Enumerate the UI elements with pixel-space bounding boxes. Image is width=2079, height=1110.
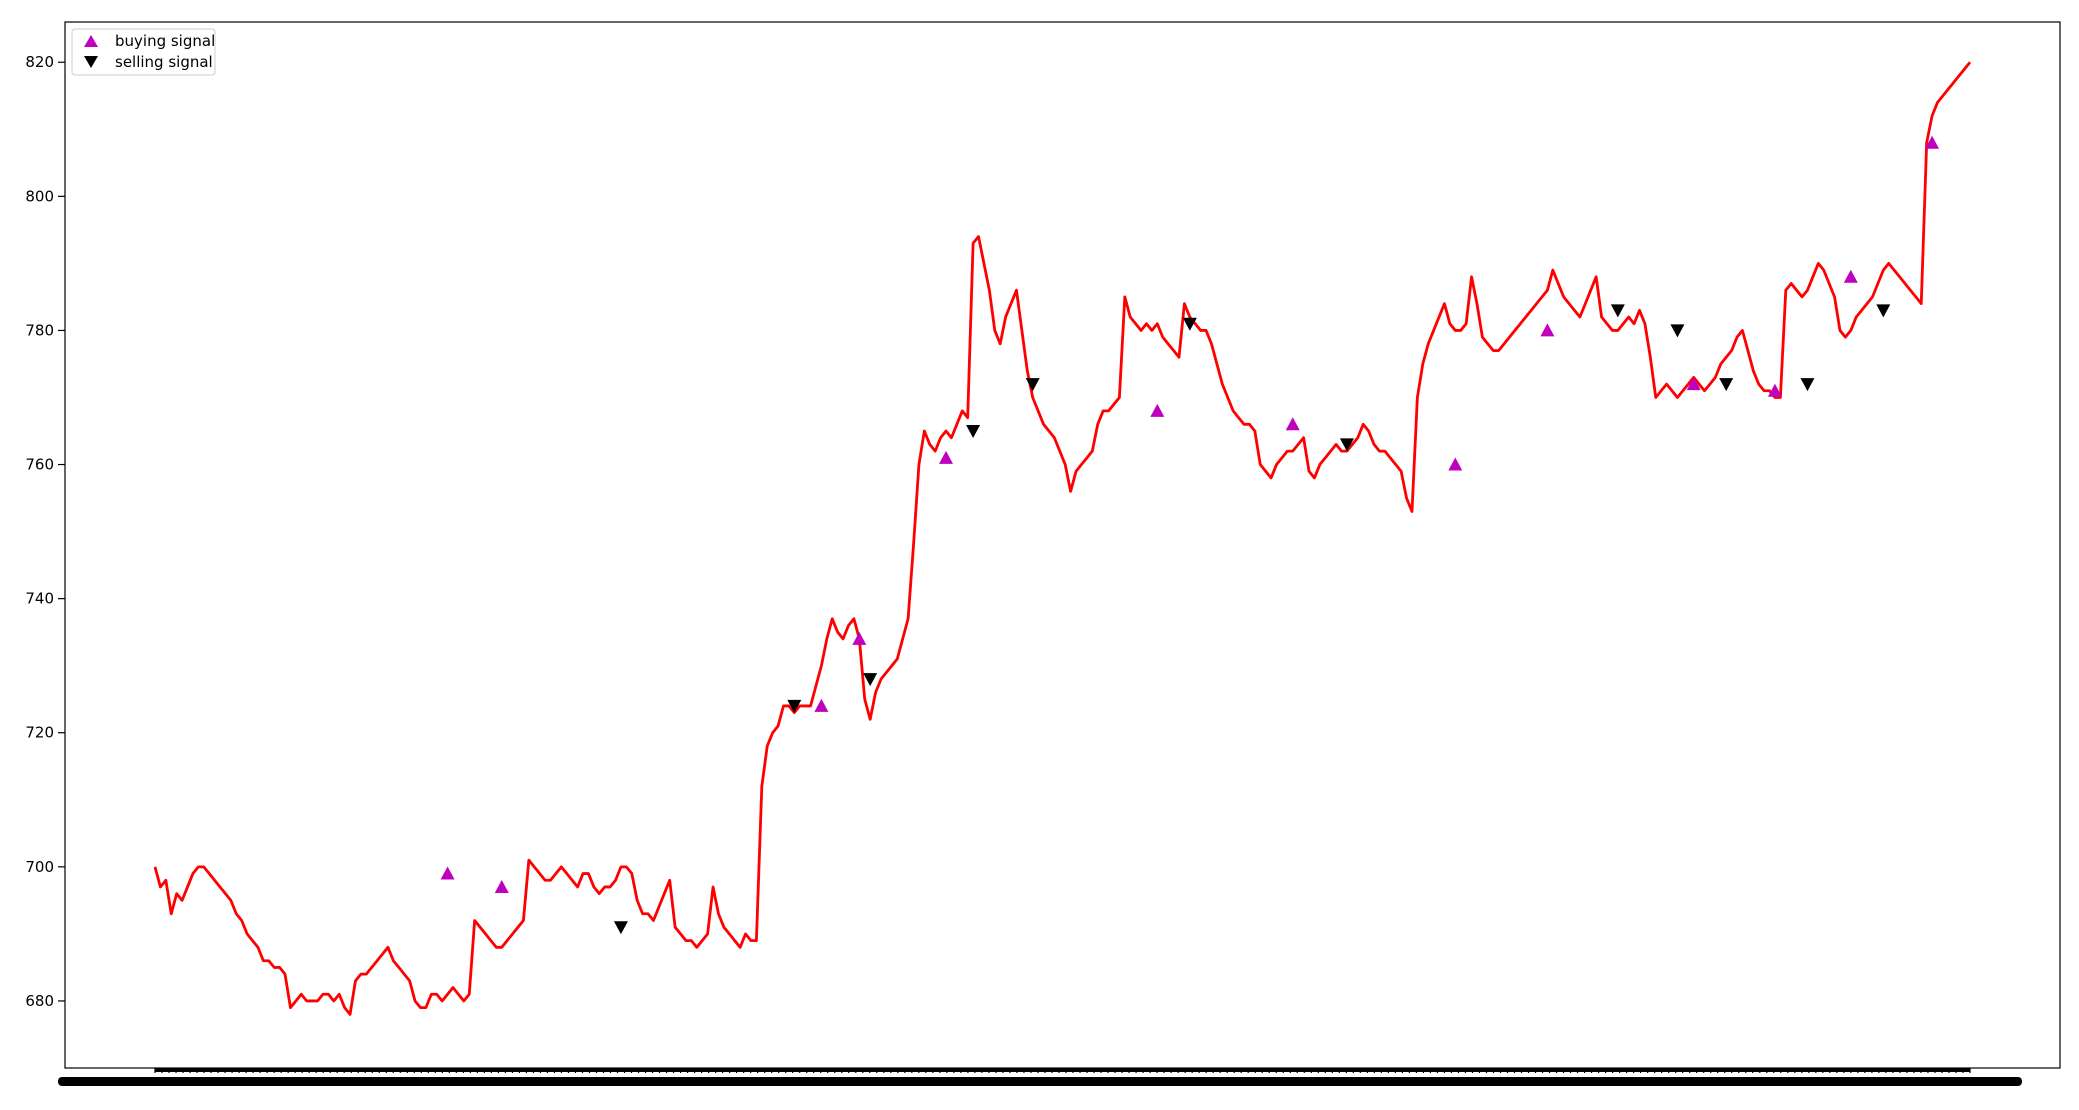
price-line (153, 61, 1972, 1016)
legend: buying signal selling signal (71, 28, 216, 76)
y-tick-label: 740 (25, 590, 54, 608)
sell-signal-marker (1719, 378, 1734, 392)
plot-marks (153, 61, 1972, 1016)
x-tick-labels-overlap (58, 1077, 2022, 1086)
buy-signal-marker (1925, 135, 1940, 149)
buy-signal-marker (440, 866, 455, 880)
legend-buy-marker (84, 35, 98, 47)
buy-signal-marker (814, 698, 829, 712)
buy-signal-marker (1767, 383, 1782, 397)
y-tick-label: 800 (25, 187, 54, 205)
sell-signal-marker (1339, 438, 1354, 452)
sell-signal-marker (863, 673, 878, 687)
sell-signal-marker (613, 921, 628, 935)
sell-signal-marker (787, 699, 802, 713)
buy-signal-marker (494, 879, 509, 893)
buy-signal-marker (1686, 377, 1701, 391)
sell-signal-marker (1800, 378, 1815, 392)
y-tick-label: 760 (25, 456, 54, 474)
buy-signal-marker (1150, 403, 1165, 417)
y-tick-label: 780 (25, 321, 54, 339)
sell-signal-marker (1610, 304, 1625, 318)
y-tick-label: 720 (25, 724, 54, 742)
sell-signal-marker (1182, 317, 1197, 331)
sell-signal-marker (1025, 378, 1040, 392)
buy-signal-marker (852, 631, 867, 645)
y-tick-label: 820 (25, 53, 54, 71)
buy-signal-marker (1285, 417, 1300, 431)
x-tick-marks-dense (155, 1068, 1970, 1072)
y-tick-label: 700 (25, 858, 54, 876)
x-axis-overlapping-labels (58, 1068, 2022, 1086)
sell-signal-marker (1670, 324, 1685, 338)
legend-sell-marker (84, 56, 98, 68)
buy-signal-marker (1448, 457, 1463, 471)
legend-buy-label: buying signal (115, 32, 215, 50)
buy-signal-marker (1843, 269, 1858, 283)
buy-signal-marker (1540, 323, 1555, 337)
sell-signal-marker (966, 425, 981, 439)
legend-box (71, 28, 216, 76)
legend-sell-label: selling signal (115, 53, 213, 71)
buy-signal-marker (939, 450, 954, 464)
plot-area (64, 21, 2061, 1069)
y-tick-label: 680 (25, 992, 54, 1010)
y-axis: 680 700 720 740 760 780 800 820 (25, 53, 65, 1010)
sell-signal-marker (1876, 304, 1891, 318)
